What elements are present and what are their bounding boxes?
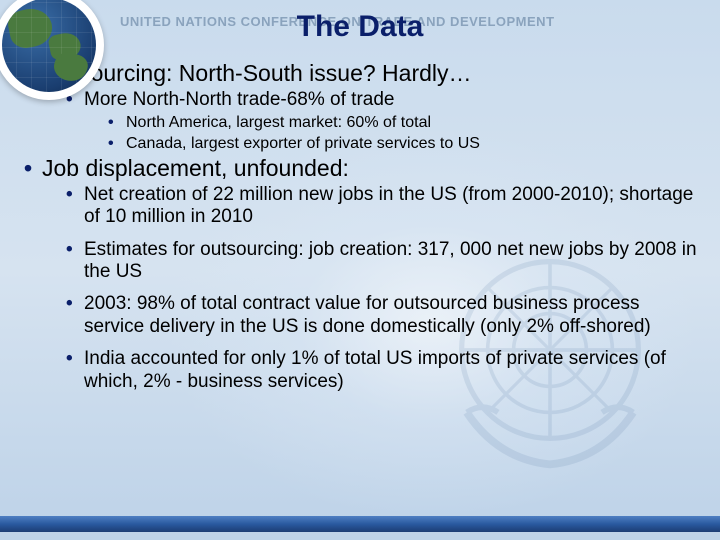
bullet-text: India accounted for only 1% of total US …	[84, 348, 666, 391]
bullet-text: Outsourcing: North-South issue? Hardly…	[42, 60, 472, 86]
bullet-text: Job displacement, unfounded:	[42, 155, 349, 181]
bullet-l2: 2003: 98% of total contract value for ou…	[62, 293, 704, 338]
bullet-l1: Outsourcing: North-South issue? Hardly… …	[20, 60, 704, 153]
globe-logo	[0, 0, 104, 100]
slide-title: The Data	[0, 10, 720, 44]
bullet-text: North America, largest market: 60% of to…	[126, 114, 431, 131]
bullet-l2: Net creation of 22 million new jobs in t…	[62, 184, 704, 229]
bullet-l2: More North-North trade-68% of trade Nort…	[62, 89, 704, 153]
bullet-l2: Estimates for outsourcing: job creation:…	[62, 239, 704, 284]
bullet-text: 2003: 98% of total contract value for ou…	[84, 293, 651, 336]
bullet-text: Canada, largest exporter of private serv…	[126, 135, 480, 152]
bullet-text: More North-North trade-68% of trade	[84, 89, 394, 110]
bullet-l3: North America, largest market: 60% of to…	[104, 113, 704, 132]
bullet-l1: Job displacement, unfounded: Net creatio…	[20, 155, 704, 393]
bullet-text: Net creation of 22 million new jobs in t…	[84, 184, 693, 227]
bullet-text: Estimates for outsourcing: job creation:…	[84, 239, 697, 282]
slide: UNITED NATIONS CONFERENCE ON TRADE AND D…	[0, 0, 720, 540]
bullet-l3: Canada, largest exporter of private serv…	[104, 134, 704, 153]
slide-content: Outsourcing: North-South issue? Hardly… …	[20, 60, 704, 520]
bullet-l2: India accounted for only 1% of total US …	[62, 348, 704, 393]
footer-bar	[0, 516, 720, 532]
